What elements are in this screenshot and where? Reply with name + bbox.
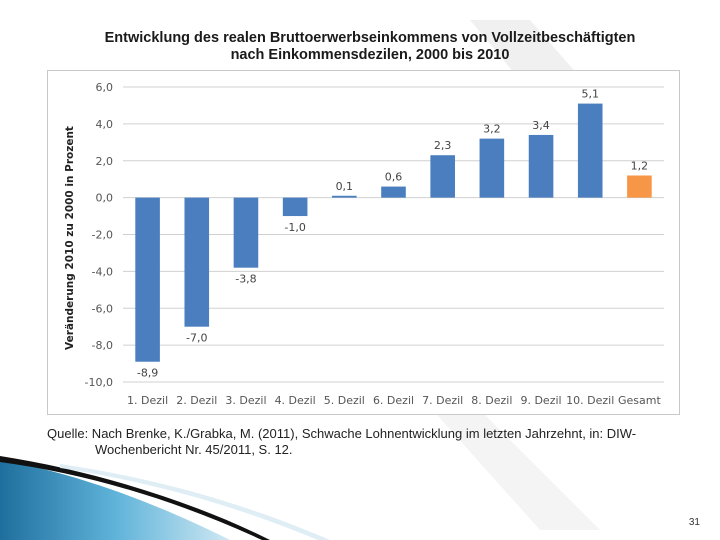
- title-line-1: Entwicklung des realen Bruttoerwerbseink…: [104, 30, 636, 46]
- bar-7: [430, 155, 455, 198]
- bar-chart: 6,0 4,0 2,0 0,0 -2,0 -4,0 -6,0 -8,0 -10,0 -8,9 1.…: [64, 81, 664, 407]
- y-tick-label: -6,0: [92, 302, 113, 315]
- data-label: 5,1: [581, 88, 599, 101]
- bar-11: [627, 175, 652, 198]
- data-label: -8,9: [137, 367, 158, 380]
- data-label: -1,0: [284, 221, 305, 234]
- data-label: 3,4: [532, 119, 550, 132]
- bar-4: [282, 197, 308, 217]
- x-tick-label: 1. Dezil: [127, 394, 168, 407]
- x-tick-label: 2. Dezil: [176, 394, 217, 407]
- x-tick-label: 7. Dezil: [422, 394, 463, 407]
- grid-layer: 6,0 4,0 2,0 0,0 -2,0 -4,0 -6,0 -8,0 -10,0: [85, 81, 664, 389]
- bar-9: [528, 134, 554, 198]
- y-tick-label: -2,0: [92, 229, 113, 242]
- y-tick-label: 0,0: [96, 192, 114, 205]
- y-tick-label: 6,0: [96, 81, 114, 94]
- bar-1: [135, 197, 160, 362]
- y-tick-label: 4,0: [96, 118, 114, 131]
- data-label: 3,2: [483, 123, 501, 136]
- x-tick-label: 9. Dezil: [520, 394, 561, 407]
- source-line-2: Wochenbericht Nr. 45/2011, S. 12.: [95, 442, 293, 457]
- data-label: 0,1: [336, 180, 354, 193]
- data-label: 1,2: [631, 160, 649, 173]
- x-tick-label: 4. Dezil: [275, 394, 316, 407]
- bar-8: [479, 138, 505, 198]
- data-label: -3,8: [235, 273, 256, 286]
- x-tick-label: Gesamt: [618, 394, 661, 407]
- slide-title: Entwicklung des realen Bruttoerwerbseink…: [60, 30, 680, 64]
- title-line-2: nach Einkommensdezilen, 2000 bis 2010: [230, 47, 510, 63]
- x-tick-label: 5. Dezil: [324, 394, 365, 407]
- bar-5: [332, 195, 357, 198]
- bar-10: [577, 103, 603, 198]
- x-tick-label: 6. Dezil: [373, 394, 414, 407]
- bar-layer: [135, 103, 652, 362]
- y-tick-label: -8,0: [92, 339, 113, 352]
- source-line-1: Quelle: Nach Brenke, K./Grabka, M. (2011…: [47, 426, 637, 441]
- decorative-swoosh: [0, 456, 330, 540]
- label-layer: -8,9 1. Dezil -7,0 2. Dezil -3,8 3. Dezil -1,0…: [127, 88, 661, 407]
- y-axis-title: Veränderung 2010 zu 2000 in Prozent: [64, 126, 76, 350]
- bar-6: [381, 186, 406, 198]
- y-tick-label: -10,0: [85, 376, 113, 389]
- data-label: 2,3: [434, 139, 452, 152]
- x-tick-label: 3. Dezil: [225, 394, 266, 407]
- x-tick-label: 10. Dezil: [566, 394, 614, 407]
- source-citation: Quelle: Nach Brenke, K./Grabka, M. (2011…: [47, 426, 687, 458]
- y-tick-label: -4,0: [92, 265, 113, 278]
- bar-2: [184, 197, 210, 327]
- page-number: 31: [688, 517, 700, 528]
- bar-3: [233, 197, 259, 268]
- data-label: -7,0: [186, 332, 207, 345]
- data-label: 0,6: [385, 171, 403, 184]
- x-tick-label: 8. Dezil: [471, 394, 512, 407]
- y-tick-label: 2,0: [96, 155, 114, 168]
